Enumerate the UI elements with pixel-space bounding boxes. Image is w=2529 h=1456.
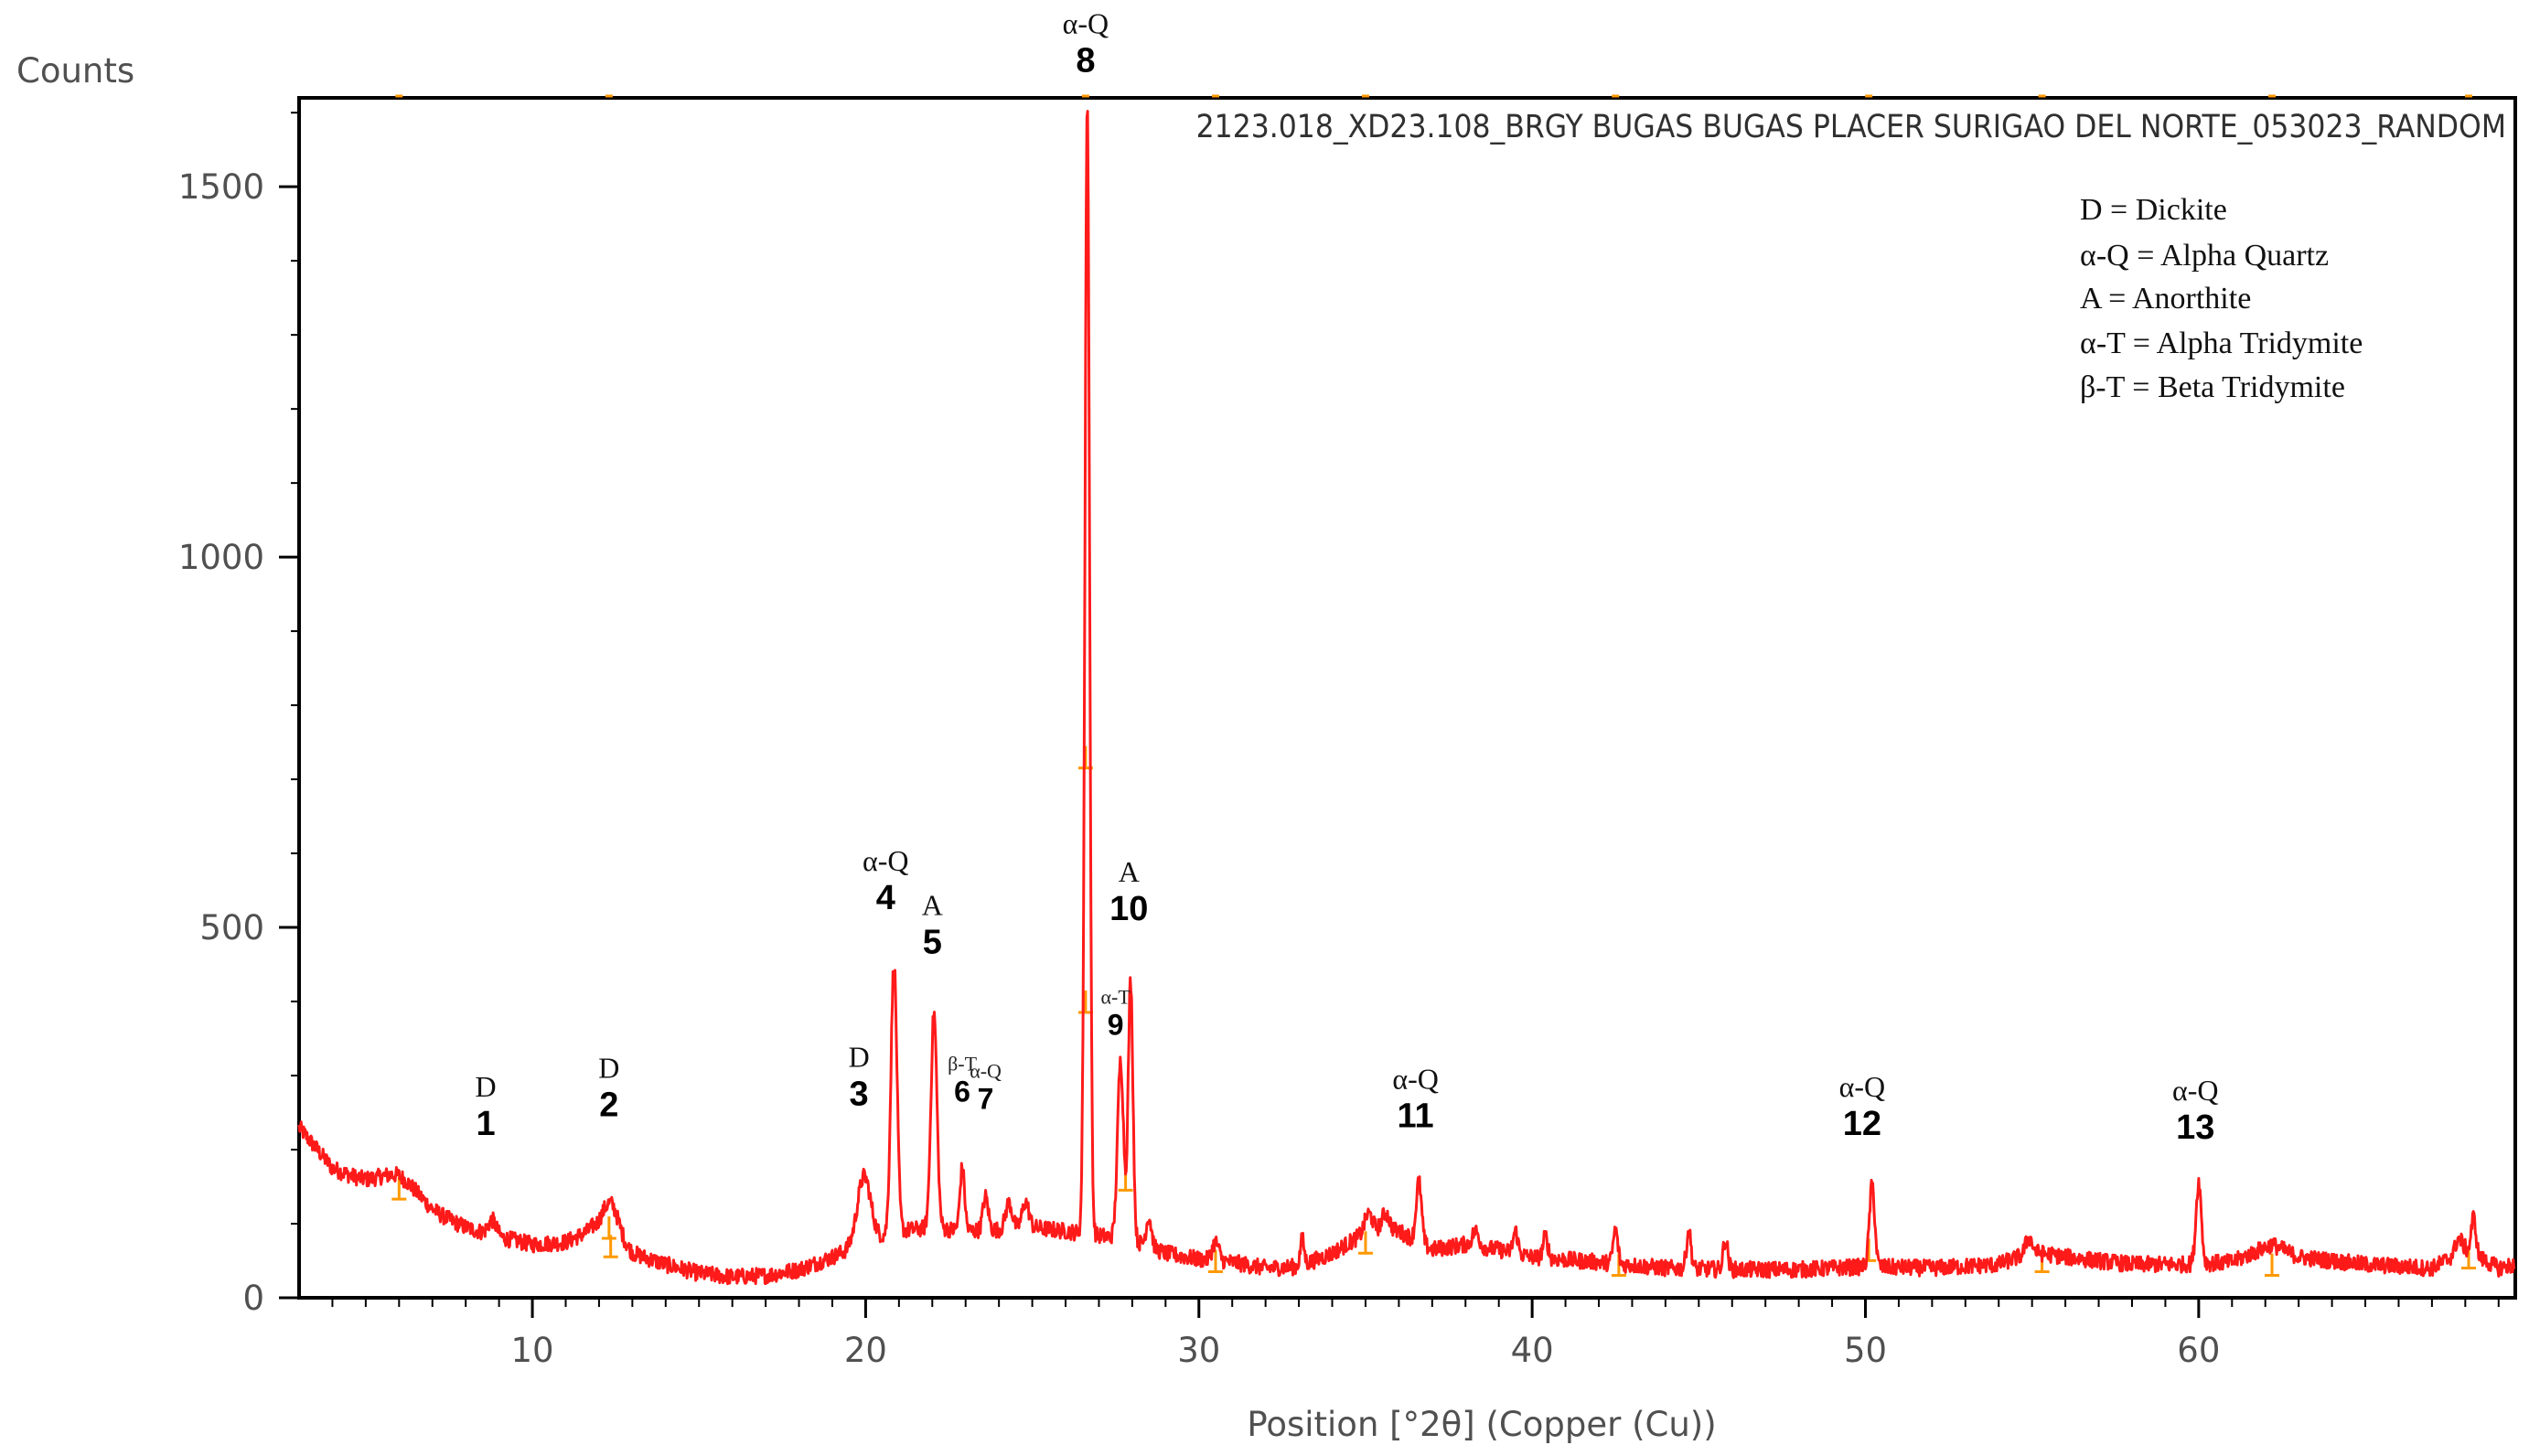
x-tick-label: 60 bbox=[2177, 1331, 2220, 1370]
peak-phase-label: α-Q bbox=[1392, 1063, 1439, 1096]
peak-phase-label: D bbox=[475, 1070, 496, 1103]
peak-phase-label: α-Q bbox=[1063, 7, 1109, 40]
x-tick-label: 30 bbox=[1177, 1331, 1220, 1370]
peak-phase-label: α-T bbox=[1101, 985, 1131, 1008]
x-tick-label: 40 bbox=[1511, 1331, 1554, 1370]
peak-number-label: 6 bbox=[954, 1075, 970, 1108]
peak-number-label: 10 bbox=[1109, 890, 1148, 928]
peak-number-label: 3 bbox=[850, 1075, 869, 1113]
peak-phase-label: D bbox=[849, 1040, 870, 1073]
legend-entry-alpha-quartz: α-Q = Alpha Quartz bbox=[2080, 239, 2329, 273]
axes: 0 500 1000 1500 10 20 30 40 50 60 bbox=[178, 112, 2500, 1370]
phase-legend: D = Dickite α-Q = Alpha Quartz A = Anort… bbox=[2080, 193, 2363, 404]
x-tick-label: 10 bbox=[511, 1331, 554, 1370]
peak-number-label: 9 bbox=[1108, 1008, 1124, 1041]
peak-phase-label: A bbox=[922, 888, 943, 921]
x-tick-label: 50 bbox=[1844, 1331, 1887, 1370]
sample-title: 2123.018_XD23.108_BRGY BUGAS BUGAS PLACE… bbox=[1196, 109, 2506, 145]
peak-phase-label: α-Q bbox=[2172, 1074, 2219, 1107]
peak-number-label: 12 bbox=[1843, 1105, 1881, 1143]
peak-number-label: 7 bbox=[978, 1082, 994, 1115]
legend-entry-alpha-tridymite: α-T = Alpha Tridymite bbox=[2080, 327, 2363, 360]
peak-number-label: 1 bbox=[476, 1105, 495, 1143]
peak-number-label: 13 bbox=[2176, 1108, 2214, 1147]
y-tick-label: 0 bbox=[242, 1279, 264, 1318]
peak-number-label: 11 bbox=[1398, 1097, 1434, 1136]
peak-phase-label: D bbox=[598, 1052, 619, 1085]
peak-phase-label: α-Q bbox=[970, 1059, 1002, 1082]
peak-phase-label: α-Q bbox=[863, 844, 909, 877]
y-tick-label: 1500 bbox=[178, 167, 264, 207]
y-axis-label: Counts bbox=[16, 51, 134, 91]
peak-number-label: 8 bbox=[1076, 42, 1095, 80]
y-tick-label: 1000 bbox=[178, 538, 264, 577]
peak-number-label: 5 bbox=[923, 923, 942, 961]
peak-phase-label: β-T bbox=[948, 1052, 978, 1075]
peak-phase-label: A bbox=[1119, 855, 1140, 888]
legend-entry-anorthite: A = Anorthite bbox=[2080, 282, 2251, 316]
peak-number-label: 4 bbox=[876, 879, 895, 917]
series-layer bbox=[297, 110, 2516, 1286]
peak-phase-label: α-Q bbox=[1839, 1070, 1886, 1103]
xrd-series-line bbox=[297, 110, 2516, 1286]
plot-frame bbox=[297, 96, 2517, 1300]
legend-entry-dickite: D = Dickite bbox=[2080, 193, 2227, 227]
peak-number-label: 2 bbox=[599, 1087, 618, 1125]
y-tick-label: 500 bbox=[199, 908, 264, 947]
x-axis-label: Position [°2θ] (Copper (Cu)) bbox=[1247, 1405, 1716, 1444]
legend-entry-beta-tridymite: β-T = Beta Tridymite bbox=[2080, 370, 2345, 404]
x-tick-label: 20 bbox=[844, 1331, 887, 1370]
